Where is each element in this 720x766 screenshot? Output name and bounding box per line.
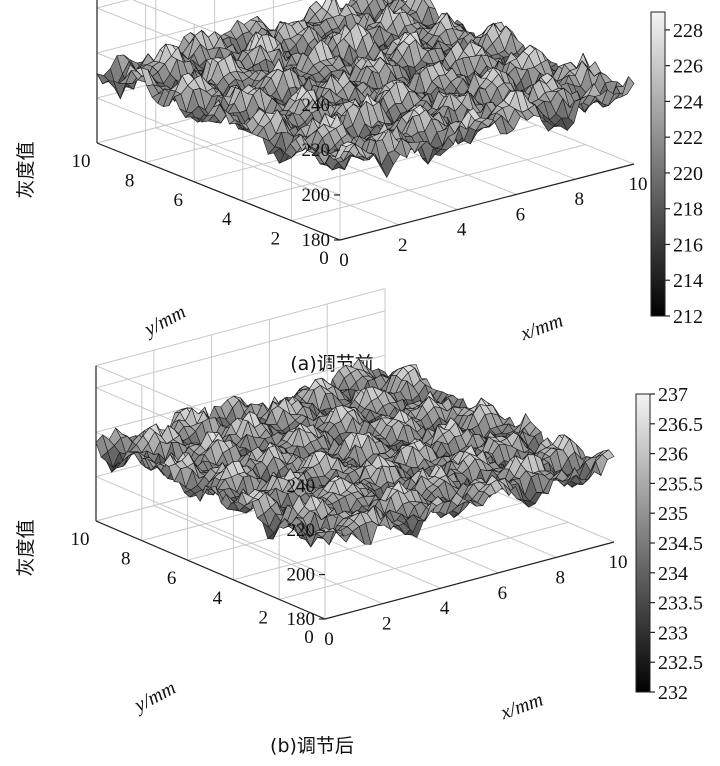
x-tick-label: 4 [440, 598, 450, 619]
colorbar-tick-label: 235.5 [658, 473, 703, 495]
colorbar-tick-label: 235 [658, 503, 688, 525]
y-axis-label-text-a: y/mm [139, 301, 189, 342]
x-axis-label-text-a: x/mm [517, 310, 566, 346]
x-tick-label: 0 [339, 250, 349, 271]
surface-facet [404, 0, 416, 11]
colorbar-tick-label: 226 [673, 56, 703, 78]
colorbar-tick-label: 236 [658, 444, 688, 466]
surface-mesh-b [95, 358, 615, 548]
y-tick-label: 6 [167, 568, 177, 589]
colorbar-tick-label: 233.5 [658, 593, 703, 615]
surface-facet [410, 0, 423, 13]
y-axis-line [95, 520, 326, 620]
y-tick-label: 4 [222, 209, 232, 230]
x-tick-label: 2 [382, 614, 392, 635]
z-tick-label: 200 [302, 185, 331, 206]
colorbar-tick-label: 220 [673, 163, 703, 185]
floor-grid-line [279, 521, 569, 600]
x-axis-label-a: x/mm [517, 310, 566, 346]
surface-plot-a: 180 200 220 240 0 2 4 6 8 10 0 2 4 6 8 10 灰度值 y/mm x/mm… [15, 0, 703, 375]
colorbar-tick-label: 222 [673, 127, 703, 149]
wall-grid-line [95, 310, 386, 389]
y-axis-line [96, 142, 341, 241]
caption-b: (b)调节后 [270, 735, 354, 757]
wall-grid-line [95, 354, 386, 433]
surface-facet [400, 0, 408, 5]
x-tick-label: 6 [516, 204, 526, 225]
surface-facet [352, 0, 358, 3]
floor-grid-line [155, 127, 399, 226]
x-tick-label: 10 [629, 174, 648, 195]
wall-grid-line [95, 288, 386, 367]
colorbar-gradient-a [650, 11, 666, 317]
y-tick-label: 0 [319, 248, 329, 269]
z-tick-label: 180 [302, 230, 331, 251]
z-axis-label-b: 灰度值 [15, 519, 37, 576]
y-tick-label: 8 [125, 170, 135, 191]
wall-grid-line [96, 97, 341, 196]
axis-ticks-b: 180 200 220 240 0 2 4 6 8 10 0 2 4 6 8 10 [71, 476, 628, 650]
y-tick-label: 10 [72, 151, 91, 172]
y-tick-label: 4 [213, 588, 223, 609]
wall-grid-line [96, 0, 305, 54]
colorbar-tick-label: 218 [673, 199, 703, 221]
y-tick-label: 2 [271, 229, 281, 250]
colorbar-tick-label: 232 [658, 682, 688, 704]
y-axis-label-a: y/mm [139, 301, 189, 342]
y-tick-label: 8 [121, 549, 131, 570]
y-tick-label: 10 [71, 529, 90, 550]
surface-facet [321, 0, 333, 13]
colorbar-tick-label: 233 [658, 622, 688, 644]
x-axis-line [324, 541, 615, 620]
colorbar-tick-label: 224 [673, 91, 703, 113]
x-tick-label: 2 [398, 235, 408, 256]
z-tick-label: 240 [287, 476, 316, 497]
y-tick-label: 2 [258, 607, 268, 628]
surface-facet [366, 0, 374, 6]
axis-ticks-a: 180 200 220 240 0 2 4 6 8 10 0 2 4 6 8 10 [72, 95, 648, 271]
colorbar-ticks-b: 237 236.5 236 235.5 235 234.5 234 233.5 233 232.5… [650, 384, 703, 704]
y-axis-label-b: y/mm [129, 677, 179, 718]
floor-grid-line [233, 502, 523, 581]
colorbar-tick-label: 212 [673, 306, 703, 328]
colorbar-tick-label: 214 [673, 270, 703, 292]
colorbar-b: 237 236.5 236 235.5 235 234.5 234 233.5 233 232.5… [635, 384, 703, 704]
x-axis-line [339, 163, 635, 241]
x-tick-label: 10 [609, 552, 628, 573]
x-tick-label: 0 [324, 629, 334, 650]
z-tick-label: 200 [287, 565, 316, 586]
colorbar-tick-label: 237 [658, 384, 688, 406]
y-tick-label: 0 [304, 627, 314, 648]
surface-facet [621, 75, 635, 98]
colorbar-a: 228 226 224 222 220 218 216 214 212 [650, 11, 703, 328]
z-tick-label: 220 [287, 520, 316, 541]
wall-grid-line [95, 476, 326, 576]
colorbar-tick-label: 228 [673, 20, 703, 42]
z-axis-label-a: 灰度值 [15, 141, 37, 198]
x-axis-label-b: x/mm [497, 689, 546, 725]
colorbar-tick-label: 232.5 [658, 652, 703, 674]
x-axis-label-text-b: x/mm [497, 689, 546, 725]
colorbar-tick-label: 234.5 [658, 533, 703, 555]
floor-grid-line [153, 505, 383, 605]
colorbar-ticks-a: 228 226 224 222 220 218 216 214 212 [665, 20, 703, 328]
colorbar-gradient-b [635, 393, 651, 693]
colorbar-tick-label: 216 [673, 234, 703, 256]
surface-plot-b: 180 200 220 240 0 2 4 6 8 10 0 2 4 6 8 10 灰度值 y/mm x/mm… [15, 288, 703, 757]
z-tick-label: 220 [302, 140, 331, 161]
y-axis-label-text-b: y/mm [129, 677, 179, 718]
colorbar-tick-label: 234 [658, 563, 688, 585]
x-tick-label: 4 [457, 220, 467, 241]
colorbar-tick-label: 236.5 [658, 414, 703, 436]
z-tick-label: 180 [287, 609, 316, 630]
surface-facet [601, 449, 615, 460]
surface-mesh-a [96, 0, 635, 179]
x-tick-label: 8 [574, 189, 584, 210]
x-tick-label: 6 [498, 583, 508, 604]
y-tick-label: 6 [173, 190, 183, 211]
z-tick-label: 240 [302, 95, 331, 116]
x-tick-label: 8 [555, 567, 565, 588]
